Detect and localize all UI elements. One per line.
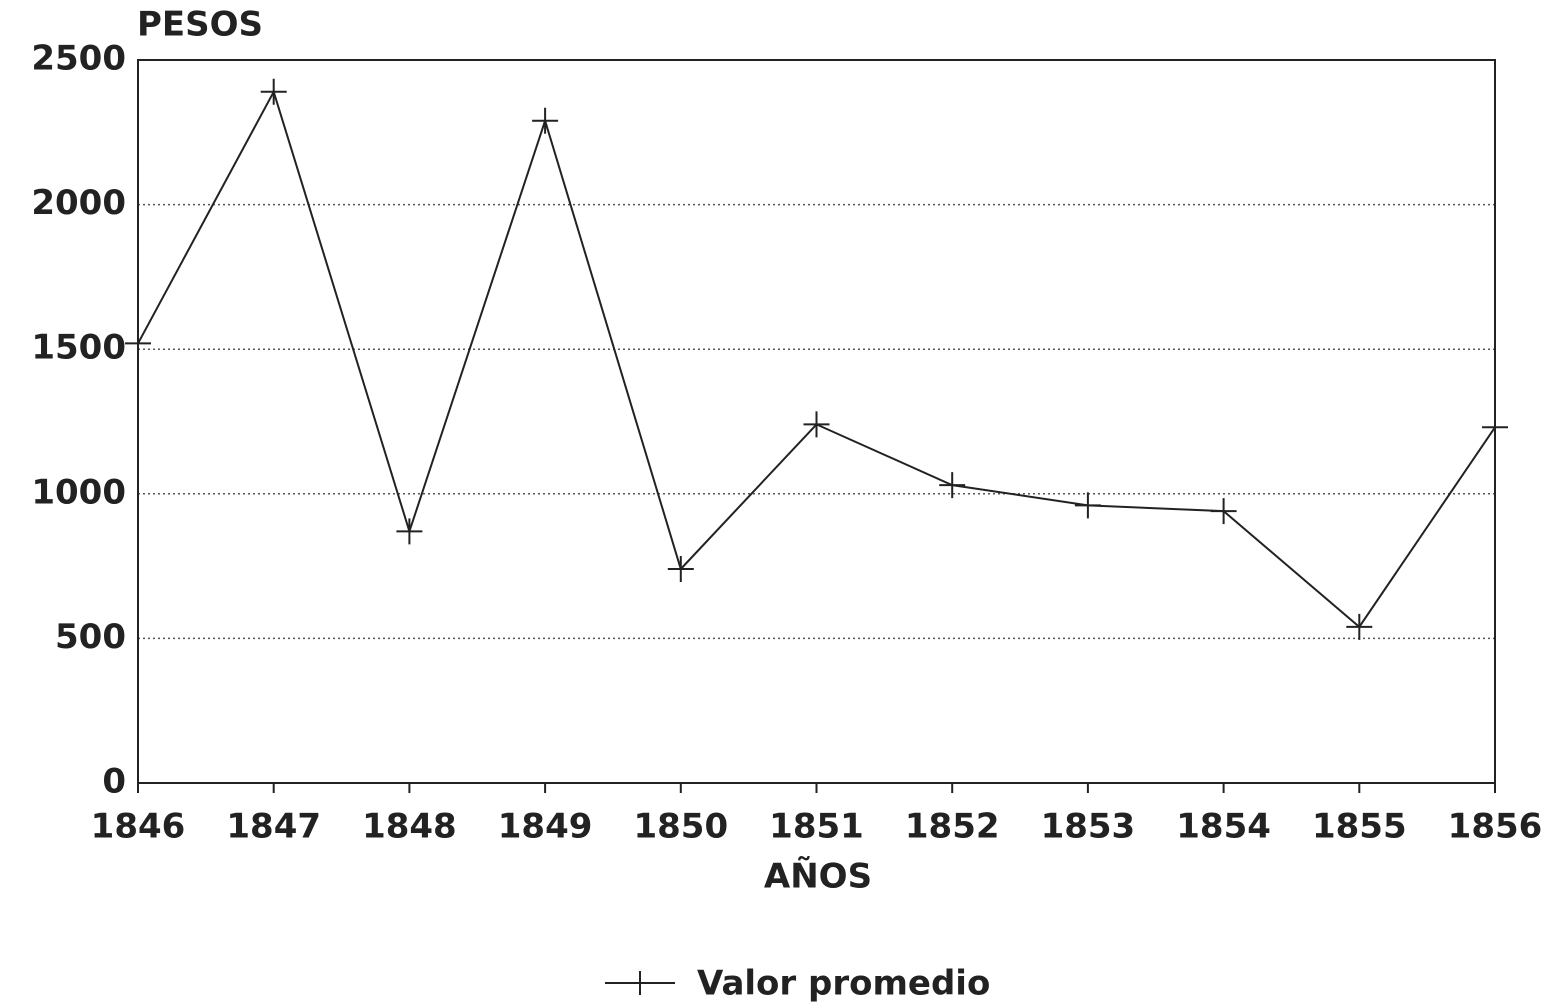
data-point	[1210, 498, 1237, 525]
data-point	[260, 78, 287, 105]
x-tick-label: 1855	[1312, 807, 1407, 847]
data-line	[137, 89, 1496, 629]
data-point	[939, 472, 966, 499]
legend-symbol	[605, 971, 675, 995]
y-tick-label: 500	[55, 617, 126, 657]
data-point	[803, 411, 830, 438]
data-point	[1346, 613, 1373, 640]
x-axis-label: AÑOS	[764, 856, 872, 897]
data-point	[1482, 414, 1508, 441]
y-tick-label: 0	[102, 762, 126, 802]
y-tick-label: 2000	[31, 183, 126, 223]
data-point	[125, 330, 151, 357]
x-tick-label: 1846	[91, 807, 186, 847]
x-tick-label: 1848	[362, 807, 457, 847]
data-point	[1074, 492, 1101, 519]
x-tick-label: 1850	[633, 807, 728, 847]
x-tick-label: 1856	[1448, 807, 1543, 847]
data-point	[396, 518, 423, 545]
data-point	[667, 555, 694, 582]
y-tick-label: 1500	[31, 328, 126, 368]
y-tick-label: 2500	[31, 39, 126, 79]
x-tick-label: 1854	[1176, 807, 1271, 847]
x-tick-label: 1849	[498, 807, 593, 847]
data-point	[532, 107, 559, 134]
legend-label: Valor promedio	[697, 964, 990, 1004]
y-axis-label: PESOS	[137, 5, 263, 45]
x-tick-label: 1851	[769, 807, 864, 847]
x-tick-label: 1852	[905, 807, 1000, 847]
x-tick-label: 1853	[1041, 807, 1136, 847]
y-tick-label: 1000	[31, 472, 126, 512]
x-tick-label: 1847	[226, 807, 321, 847]
